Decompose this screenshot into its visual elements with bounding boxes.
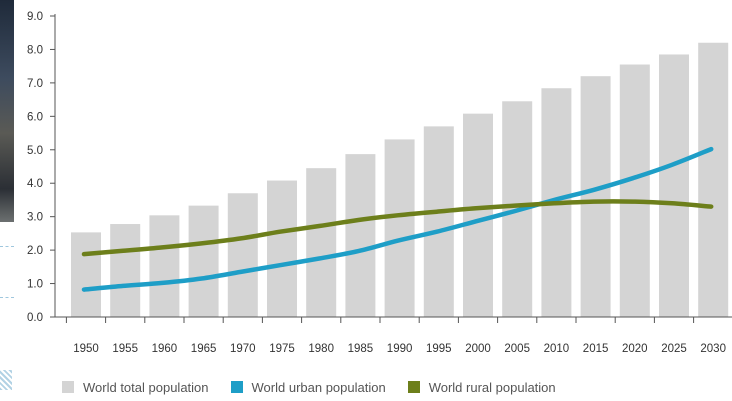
- y-axis: 0.0 1.0 2.0 3.0 4.0 5.0 6.0 7.0 8.0 9.0: [27, 11, 56, 324]
- y-tick-label: 2.0: [27, 245, 43, 257]
- x-axis: 1950 1955 1960 1965 1970 1975 1980 1985 1990 1995…: [55, 316, 732, 355]
- y-tick-label: 0.0: [27, 312, 43, 324]
- bar-1950: [71, 232, 101, 317]
- legend-item-total: World total population: [62, 380, 209, 395]
- x-tick-label: 1955: [112, 343, 138, 355]
- bar-1965: [188, 205, 219, 317]
- bar-1955: [110, 224, 141, 317]
- legend-swatch-urban: [230, 381, 243, 393]
- x-tick-label: 1975: [269, 343, 295, 355]
- background-photo-fragment: [0, 0, 14, 222]
- total-population-bars: [71, 42, 729, 318]
- population-lines: [81, 146, 714, 292]
- y-tick-label: 6.0: [27, 111, 43, 123]
- decorative-dashed-line: [0, 246, 14, 247]
- y-tick-label: 4.0: [27, 178, 43, 190]
- x-tick-label: 1980: [308, 343, 334, 355]
- y-tick-label: 8.0: [27, 44, 43, 56]
- bar-2000: [463, 113, 493, 317]
- x-tick-label: 2030: [700, 343, 726, 355]
- x-tick-label: 2010: [544, 343, 570, 355]
- legend-label-total: World total population: [83, 379, 209, 395]
- bar-1960: [149, 215, 180, 317]
- decorative-dashed-line: [0, 297, 14, 298]
- bar-2030: [698, 42, 729, 317]
- x-tick-label: 2025: [661, 343, 687, 355]
- bar-2025: [659, 54, 689, 317]
- bar-1970: [227, 193, 258, 317]
- legend-item-urban: World urban population: [230, 379, 386, 395]
- legend-swatch-rural: [407, 381, 420, 393]
- world-urban-population-line: [81, 146, 714, 292]
- y-tick-label: 9.0: [27, 11, 43, 23]
- population-chart: 0.01.02.03.04.05.06.07.08.09.0 1950 1955 1…: [27, 11, 732, 355]
- x-tick-label: 2020: [622, 343, 648, 355]
- x-tick-label: 2005: [504, 343, 530, 355]
- bar-1990: [384, 139, 415, 317]
- background-pattern-fragment: [0, 370, 12, 390]
- x-tick-label: 1965: [191, 343, 217, 355]
- y-tick-label: 5.0: [27, 145, 43, 157]
- x-tick-label: 2015: [583, 343, 609, 355]
- y-tick-label: 3.0: [27, 212, 43, 224]
- bar-1975: [267, 180, 297, 317]
- x-tick-label: 1970: [230, 343, 256, 355]
- bar-1980: [306, 168, 337, 317]
- world-rural-population-line: [81, 199, 714, 257]
- x-tick-label: 2000: [465, 343, 491, 355]
- x-tick-label: 1995: [426, 343, 452, 355]
- chart-legend: World total population World urban popul…: [62, 376, 578, 398]
- y-tick-label: 7.0: [27, 78, 43, 90]
- x-tick-label: 1950: [73, 343, 99, 355]
- bar-1985: [345, 154, 376, 317]
- legend-label-urban: World urban population: [251, 379, 386, 395]
- x-tick-label: 1990: [387, 343, 413, 355]
- bar-2015: [580, 76, 611, 317]
- legend-label-rural: World rural population: [428, 379, 556, 395]
- x-tick-label: 1985: [348, 343, 374, 355]
- bar-2020: [619, 64, 650, 317]
- legend-item-rural: World rural population: [407, 379, 556, 395]
- y-tick-label: 1.0: [27, 279, 43, 291]
- bar-1995: [423, 126, 454, 317]
- x-tick-label: 1960: [152, 343, 178, 355]
- legend-swatch-total: [62, 381, 74, 393]
